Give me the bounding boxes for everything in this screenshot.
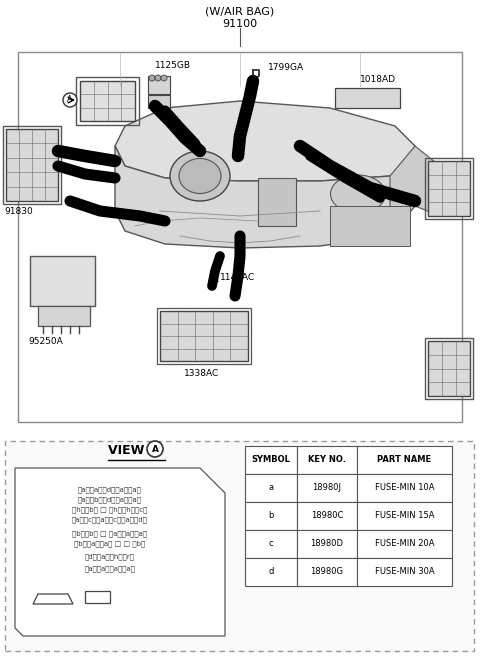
- Bar: [148, 76, 170, 94]
- Text: VIEW: VIEW: [108, 445, 149, 457]
- Text: 1338AC: 1338AC: [184, 369, 220, 379]
- Bar: [245, 530, 297, 558]
- Polygon shape: [115, 146, 415, 248]
- Bar: [297, 446, 357, 474]
- Bar: [357, 558, 452, 586]
- Text: 〈h〉〈b〉 □ 〈h〉〈h〉〈c〉: 〈h〉〈b〉 □ 〈h〉〈h〉〈c〉: [72, 506, 148, 513]
- PathPatch shape: [15, 468, 225, 636]
- Polygon shape: [33, 594, 73, 604]
- Bar: [357, 446, 452, 474]
- Bar: [160, 311, 248, 361]
- Text: (W/AIR BAG): (W/AIR BAG): [205, 7, 275, 17]
- Text: b: b: [268, 512, 274, 520]
- Ellipse shape: [179, 159, 221, 194]
- Text: a: a: [268, 483, 274, 493]
- Bar: [357, 474, 452, 502]
- Bar: [297, 474, 357, 502]
- Bar: [76, 77, 139, 125]
- Bar: [18, 52, 462, 422]
- Text: KEY NO.: KEY NO.: [308, 455, 346, 464]
- Bar: [357, 502, 452, 530]
- Text: FUSE-MIN 15A: FUSE-MIN 15A: [375, 512, 434, 520]
- Text: 1125GB: 1125GB: [155, 60, 191, 70]
- Bar: [335, 88, 400, 108]
- Bar: [297, 530, 357, 558]
- Text: 〈b〉〈a〉〈a〉 □ □ 〈b〉: 〈b〉〈a〉〈a〉 □ □ 〈b〉: [74, 541, 145, 547]
- Text: FUSE-MIN 10A: FUSE-MIN 10A: [375, 483, 434, 493]
- Bar: [357, 530, 452, 558]
- Text: FUSE-MIN 30A: FUSE-MIN 30A: [375, 567, 434, 577]
- Text: 1018AD: 1018AD: [360, 75, 396, 83]
- Ellipse shape: [331, 175, 385, 213]
- Text: 〈a〉〈b〉〈d〉〈a〉〈a〉: 〈a〉〈b〉〈d〉〈a〉〈a〉: [78, 497, 142, 503]
- Bar: [297, 502, 357, 530]
- Text: 18980C: 18980C: [311, 512, 343, 520]
- Bar: [428, 341, 470, 396]
- Bar: [148, 95, 170, 108]
- Bar: [330, 206, 410, 246]
- Bar: [425, 338, 473, 399]
- Text: 〈a〉〈c〉〈a〉〈c〉〈a〉〈d〉: 〈a〉〈c〉〈a〉〈c〉〈a〉〈d〉: [72, 517, 148, 523]
- Bar: [157, 308, 251, 364]
- Text: 18980J: 18980J: [312, 483, 341, 493]
- Circle shape: [161, 75, 167, 81]
- Circle shape: [63, 93, 77, 107]
- Bar: [335, 94, 400, 102]
- Text: PART NAME: PART NAME: [377, 455, 432, 464]
- Text: 91830: 91830: [4, 207, 33, 216]
- Circle shape: [155, 75, 161, 81]
- Bar: [297, 558, 357, 586]
- Text: FUSE-MIN 20A: FUSE-MIN 20A: [375, 539, 434, 548]
- Text: c: c: [269, 539, 273, 548]
- Bar: [85, 591, 110, 603]
- Text: 1799GA: 1799GA: [268, 64, 304, 73]
- Bar: [428, 161, 470, 216]
- Text: 1141AC: 1141AC: [220, 274, 255, 283]
- Text: 〈d〉〈a〉〈h〉〈r〉: 〈d〉〈a〉〈h〉〈r〉: [85, 554, 135, 560]
- Bar: [30, 256, 95, 306]
- Text: SYMBOL: SYMBOL: [252, 455, 290, 464]
- Bar: [245, 502, 297, 530]
- Bar: [245, 446, 297, 474]
- Circle shape: [147, 441, 163, 457]
- Text: 〈a〉〈a〉〈a〉〈a〉: 〈a〉〈a〉〈a〉〈a〉: [84, 565, 135, 572]
- Bar: [245, 474, 297, 502]
- Bar: [3, 126, 61, 204]
- Text: d: d: [268, 567, 274, 577]
- Text: 〈a〉〈a〉〈d〉〈a〉〈a〉: 〈a〉〈a〉〈d〉〈a〉〈a〉: [78, 487, 142, 493]
- FancyBboxPatch shape: [5, 441, 474, 651]
- Circle shape: [149, 75, 155, 81]
- Text: A: A: [152, 445, 158, 453]
- Text: 〈b〉〈b〉 □ 〈a〉〈a〉〈a〉: 〈b〉〈b〉 □ 〈a〉〈a〉〈a〉: [72, 531, 147, 537]
- Bar: [80, 81, 135, 121]
- Text: 95250A: 95250A: [28, 337, 63, 346]
- Text: 18980G: 18980G: [311, 567, 344, 577]
- Bar: [6, 129, 58, 201]
- Bar: [245, 558, 297, 586]
- Bar: [425, 158, 473, 219]
- Bar: [38, 306, 90, 326]
- Bar: [258, 178, 296, 226]
- Text: 91100: 91100: [222, 19, 258, 29]
- Text: 18980D: 18980D: [311, 539, 344, 548]
- Polygon shape: [115, 101, 415, 181]
- Polygon shape: [390, 146, 440, 236]
- Text: A: A: [67, 96, 72, 104]
- Ellipse shape: [170, 151, 230, 201]
